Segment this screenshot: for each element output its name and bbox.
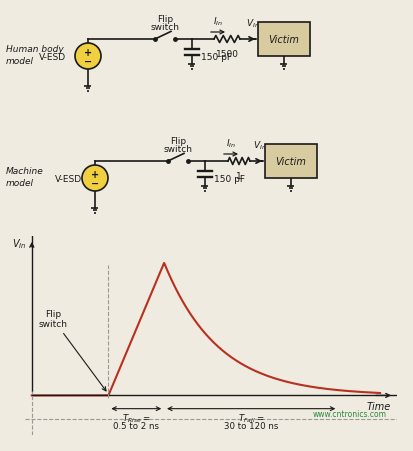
Text: Time: Time xyxy=(366,401,389,411)
Text: Human body: Human body xyxy=(6,44,64,53)
Text: 1: 1 xyxy=(235,172,241,180)
Text: −: − xyxy=(84,57,92,67)
Text: switch: switch xyxy=(150,23,179,32)
Text: switch: switch xyxy=(163,145,192,154)
Text: www.cntronics.com: www.cntronics.com xyxy=(312,409,386,418)
Text: +: + xyxy=(91,170,99,179)
Text: $I_{In}$: $I_{In}$ xyxy=(225,137,235,150)
Bar xyxy=(257,23,309,57)
Text: $T_{Rise}$ =: $T_{Rise}$ = xyxy=(121,411,151,424)
Text: 1500: 1500 xyxy=(215,50,238,59)
Bar xyxy=(264,145,316,179)
Text: $V_{In}$: $V_{In}$ xyxy=(253,139,266,152)
Text: 150 pF: 150 pF xyxy=(201,52,231,61)
Text: $T_{Fall}$ =: $T_{Fall}$ = xyxy=(237,411,264,424)
Text: 150 pF: 150 pF xyxy=(214,174,244,183)
Text: Flip: Flip xyxy=(169,137,185,146)
Text: 0.5 to 2 ns: 0.5 to 2 ns xyxy=(113,421,159,430)
Circle shape xyxy=(82,166,108,192)
Text: model: model xyxy=(6,178,34,187)
Text: Flip: Flip xyxy=(157,15,173,24)
Text: $V_{In}$: $V_{In}$ xyxy=(12,236,26,250)
Text: Machine: Machine xyxy=(6,166,44,175)
Circle shape xyxy=(75,44,101,70)
Text: $I_{In}$: $I_{In}$ xyxy=(212,15,223,28)
Text: 30 to 120 ns: 30 to 120 ns xyxy=(223,421,278,430)
Text: −: − xyxy=(91,179,99,189)
Text: V-ESD: V-ESD xyxy=(55,174,82,183)
Text: Victim: Victim xyxy=(268,35,299,45)
Text: V-ESD: V-ESD xyxy=(39,52,66,61)
Text: $V_{In}$: $V_{In}$ xyxy=(246,18,259,30)
Text: Flip
switch: Flip switch xyxy=(38,309,106,391)
Text: +: + xyxy=(84,48,92,58)
Text: model: model xyxy=(6,56,34,65)
Text: Victim: Victim xyxy=(275,156,306,166)
